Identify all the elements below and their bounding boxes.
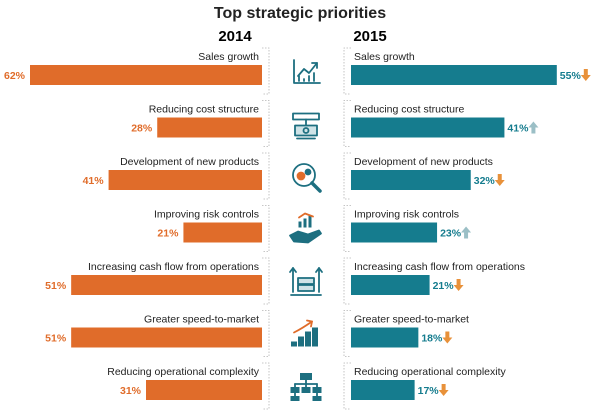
bar-2014 [30,65,262,85]
value-label-2014: 62% [4,70,26,82]
category-label-2014: Reducing cost structure [149,104,259,116]
hand-chart-icon [289,212,322,244]
category-label-2015: Reducing operational complexity [354,366,507,378]
row-frame-right [343,205,351,252]
bar-2015 [351,275,430,295]
row-frame-left [262,152,270,200]
row-frame-left [262,362,270,410]
row-frame-right [343,257,351,305]
category-label-2014: Development of new products [120,156,259,168]
bar-2014 [146,380,262,400]
value-label-2015: 41% [507,123,529,135]
bar-2014 [157,117,262,138]
rising-steps-icon [291,319,318,347]
trend-up-arrow-icon [528,121,539,134]
value-label-2015: 21% [433,280,455,292]
cash-flow-icon [289,267,323,296]
row-frame-left [262,205,270,252]
category-label-2014: Greater speed-to-market [144,314,259,326]
category-label-2015: Development of new products [354,156,493,168]
row-frame-right [343,362,351,410]
legend-2014: 2014 [218,28,252,45]
legend-2015: 2015 [353,28,386,45]
bar-2015 [351,380,415,400]
trend-up-arrow-icon [461,226,472,239]
trend-down-arrow-icon [438,384,449,396]
row-frame-left [262,257,270,305]
category-label-2014: Reducing operational complexity [107,366,260,378]
trend-down-arrow-icon [494,174,505,186]
category-label-2015: Greater speed-to-market [354,314,469,326]
bar-2014 [108,170,262,190]
value-label-2014: 28% [131,123,153,135]
value-label-2015: 32% [474,175,496,187]
row-frame-left [262,100,270,147]
category-label-2014: Sales growth [198,51,259,63]
row-frame-right [343,310,351,357]
category-label-2014: Improving risk controls [154,209,259,221]
category-label-2014: Increasing cash flow from operations [88,261,259,273]
line-chart-icon [293,59,321,84]
value-label-2014: 21% [157,228,179,240]
chart-title: Top strategic priorities [214,5,386,22]
row-frame-left [262,310,270,357]
bar-2014 [71,275,263,295]
bar-2014 [183,222,262,243]
category-label-2015: Increasing cash flow from operations [354,261,525,273]
bar-2015 [351,327,419,348]
bar-2014 [71,327,263,348]
magnifier-gears-icon [292,163,322,193]
value-label-2015: 18% [421,333,443,345]
row-frame-right [343,100,351,147]
bar-2015 [351,222,438,243]
category-label-2015: Reducing cost structure [354,104,464,116]
trend-down-arrow-icon [453,279,464,291]
value-label-2014: 51% [45,333,67,345]
category-label-2015: Improving risk controls [354,209,459,221]
bar-2015 [351,117,505,138]
trend-down-arrow-icon [442,331,453,344]
value-label-2015: 55% [560,70,582,82]
bar-2015 [351,170,471,190]
value-label-2014: 41% [83,175,105,187]
value-label-2015: 23% [440,228,462,240]
bar-2015 [351,65,557,85]
trend-down-arrow-icon [580,69,591,81]
value-label-2015: 17% [418,385,440,397]
category-label-2015: Sales growth [354,51,415,63]
money-press-icon [292,112,320,140]
row-frame-left [262,47,270,95]
row-frame-right [343,152,351,200]
value-label-2014: 31% [120,385,142,397]
value-label-2014: 51% [45,280,67,292]
org-chart-icon [290,373,322,401]
row-frame-right [343,47,351,95]
chart-rows: Sales growth Sales growth 62% 55% Reducing c… [4,47,591,410]
